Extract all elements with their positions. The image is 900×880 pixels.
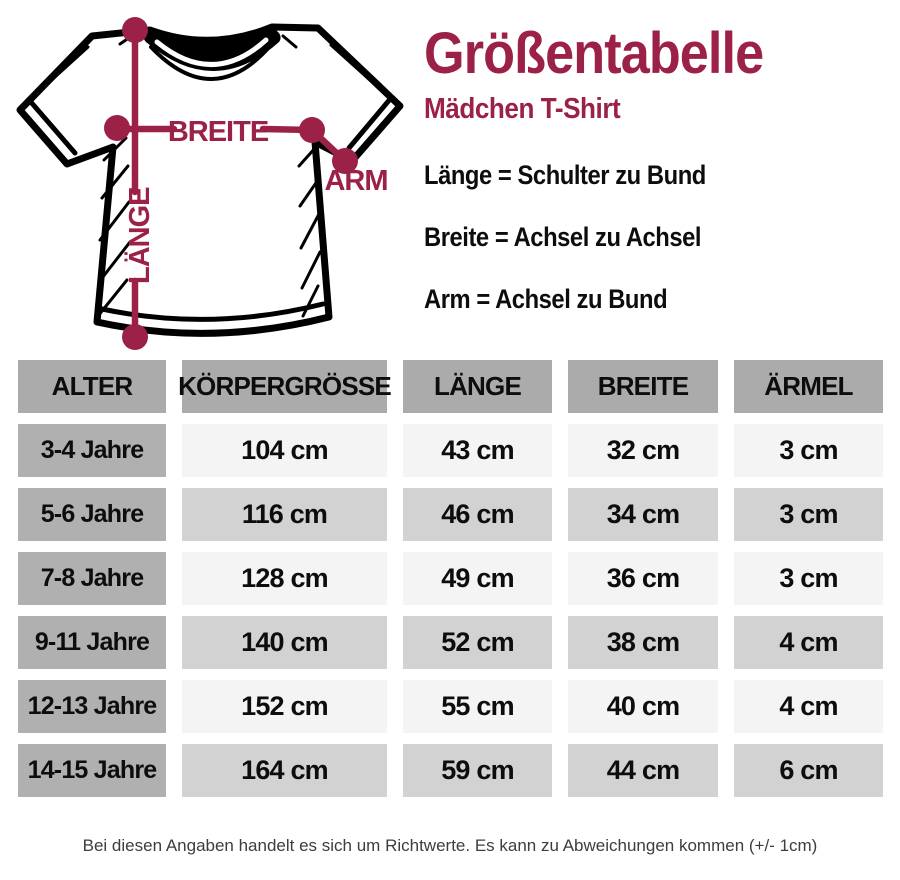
column-header-breite: BREITE [568,360,718,413]
diagram-length-label: LÄNGE [123,187,156,284]
hem-point-marker [122,324,148,350]
page-subtitle: Mädchen T-Shirt [424,93,621,125]
arm-end-marker [332,148,358,174]
size-cell: 3 cm [734,488,883,541]
size-cell: 152 cm [182,680,387,733]
age-cell: 12-13 Jahre [18,680,166,733]
definition-laenge: Länge = Schulter zu Bund [424,160,706,190]
disclaimer-note: Bei diesen Angaben handelt es sich um Ri… [82,836,818,855]
tshirt-collar [143,29,281,71]
size-cell: 40 cm [568,680,718,733]
column-header-aermel: ÄRMEL [734,360,883,413]
age-cell: 9-11 Jahre [18,616,166,669]
size-cell: 4 cm [734,680,883,733]
size-cell: 46 cm [403,488,552,541]
size-cell: 128 cm [182,552,387,605]
tshirt-seams [27,95,394,322]
size-cell: 34 cm [568,488,718,541]
column-header-alter: ALTER [18,360,166,413]
size-cell: 3 cm [734,552,883,605]
left-armpit-marker [104,115,130,141]
age-cell: 5-6 Jahre [18,488,166,541]
age-cell: 3-4 Jahre [18,424,166,477]
size-cell: 6 cm [734,744,883,797]
size-cell: 164 cm [182,744,387,797]
size-cell: 44 cm [568,744,718,797]
size-cell: 3 cm [734,424,883,477]
diagram-arm-label: ARM [324,165,387,197]
size-cell: 55 cm [403,680,552,733]
size-cell: 4 cm [734,616,883,669]
collar-rib-highlight [154,37,269,67]
column-header-laenge: LÄNGE [403,360,552,413]
size-cell: 140 cm [182,616,387,669]
diagram-width-label: BREITE [168,116,269,148]
right-armpit-marker [299,117,325,143]
tshirt-measurement-diagram: BREITE ARM LÄNGE [16,17,404,350]
size-cell: 59 cm [403,744,552,797]
size-cell: 32 cm [568,424,718,477]
size-table: ALTER KÖRPERGRÖSSE LÄNGE BREITE ÄRMEL 3-… [18,360,885,797]
age-cell: 14-15 Jahre [18,744,166,797]
tshirt-outline [16,23,404,337]
size-cell: 116 cm [182,488,387,541]
shoulder-point-marker [122,17,148,43]
size-cell: 104 cm [182,424,387,477]
column-header-koerpergroesse: KÖRPERGRÖSSE [178,360,392,413]
size-cell: 49 cm [403,552,552,605]
measurement-annotations: BREITE ARM LÄNGE [104,17,389,350]
page-title: Größentabelle [424,21,764,86]
size-cell: 43 cm [403,424,552,477]
size-cell: 36 cm [568,552,718,605]
tshirt-sketch-lines [32,31,383,318]
definition-breite: Breite = Achsel zu Achsel [424,222,702,252]
collar-bottom-seam [149,43,273,81]
age-cell: 7-8 Jahre [18,552,166,605]
size-cell: 52 cm [403,616,552,669]
size-cell: 38 cm [568,616,718,669]
definition-arm: Arm = Achsel zu Bund [424,284,668,314]
